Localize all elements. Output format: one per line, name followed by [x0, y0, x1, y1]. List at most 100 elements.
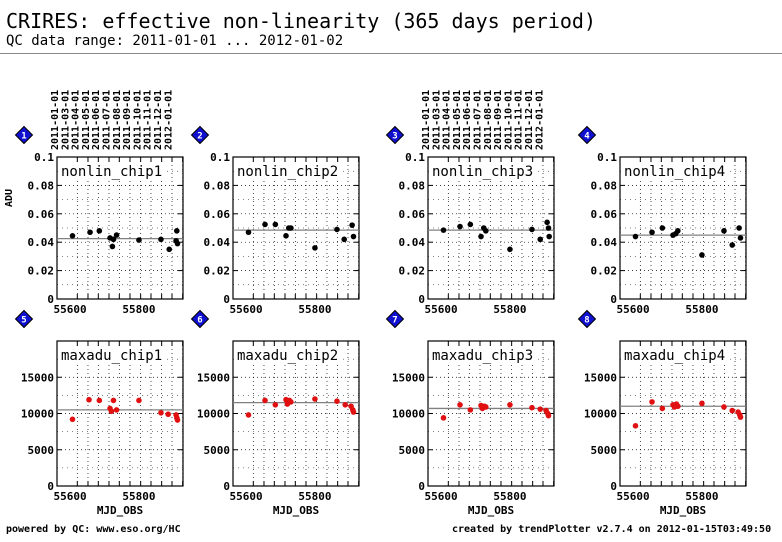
data-point — [478, 234, 484, 240]
y-tick-label: 10000 — [197, 408, 230, 421]
y-tick-label: 0.1 — [210, 151, 230, 164]
data-point — [699, 252, 705, 258]
x-tick-label: 55600 — [54, 303, 87, 316]
chart-panel-nonlin_chip4: 4 0 0.02 0.04 0.06 0.08 0.1 55600 55800 nonlin_ch… — [579, 127, 746, 316]
data-point — [660, 406, 666, 412]
data-point — [334, 398, 340, 404]
x-tick-label: 55600 — [617, 303, 650, 316]
data-point — [457, 224, 463, 230]
panel-badge-number: 6 — [197, 316, 202, 326]
y-tick-label: 0.02 — [204, 265, 231, 278]
chart-panel-maxadu_chip3: 7 0 5000 10000 15000 55600 55800 maxadu_chip3 MJ… — [387, 311, 554, 517]
y-tick-label: 0.04 — [399, 236, 426, 249]
y-tick-label: 0.02 — [591, 265, 618, 278]
data-point — [70, 417, 76, 423]
data-point — [729, 242, 735, 248]
data-point — [546, 234, 552, 240]
date-tick-labels: 2011-01-01 2011-03-01 2011-04-01 2011-05-01… — [50, 90, 174, 150]
x-tick-label: 55800 — [298, 490, 331, 503]
x-tick-label: 55600 — [425, 303, 458, 316]
panel-label: nonlin_chip1 — [61, 164, 162, 180]
data-point — [334, 227, 340, 233]
date-tick-labels: 2011-01-01 2011-03-01 2011-04-01 2011-05-01… — [421, 90, 545, 150]
data-point — [288, 225, 294, 231]
data-point — [529, 405, 535, 411]
data-point — [633, 234, 639, 240]
x-tick-label: 55800 — [122, 303, 155, 316]
data-point — [483, 228, 489, 234]
data-point — [109, 409, 115, 415]
panel-label: nonlin_chip2 — [237, 164, 338, 180]
data-point — [483, 404, 489, 410]
data-point — [288, 399, 294, 405]
data-point — [633, 423, 639, 429]
x-tick-label: 55600 — [230, 303, 263, 316]
x-tick-label: 55800 — [493, 490, 526, 503]
data-point — [341, 237, 347, 243]
data-point — [114, 407, 120, 413]
y-tick-label: 0.08 — [28, 179, 55, 192]
panel-badge-number: 7 — [392, 316, 397, 326]
data-point — [529, 227, 535, 233]
y-tick-label: 0.1 — [405, 151, 425, 164]
y-tick-label: 10000 — [21, 408, 54, 421]
chart-panel-nonlin_chip1: 1 0 0.02 0.04 0.06 0.08 0.1 55600 55800 nonlin_ch… — [4, 127, 183, 316]
chart-panel-maxadu_chip2: 605000100001500055600 55800maxadu_chip2MJ… — [192, 311, 359, 517]
panel-label: maxadu_chip1 — [61, 348, 162, 364]
panel-label: nonlin_chip3 — [432, 164, 533, 180]
data-point — [175, 417, 181, 423]
data-point — [537, 237, 543, 243]
y-tick-label: 10000 — [584, 408, 617, 421]
y-tick-label: 0.1 — [34, 151, 54, 164]
data-point — [738, 235, 744, 241]
data-point — [441, 415, 447, 421]
y-axis-label: ADU — [4, 189, 15, 207]
data-point — [351, 409, 357, 415]
x-tick-label: 55800 — [685, 303, 718, 316]
data-point — [262, 222, 268, 228]
data-point — [175, 241, 181, 247]
data-point — [174, 228, 180, 234]
data-point — [342, 402, 348, 408]
data-point — [273, 222, 279, 228]
data-point — [507, 402, 513, 408]
y-tick-label: 15000 — [197, 371, 230, 384]
panel-badge-number: 8 — [584, 316, 589, 326]
panel-label: maxadu_chip2 — [237, 348, 338, 364]
chart-panel-maxadu_chip1: 5 0 5000 10000 15000 55600 55800 maxadu_chip1 MJ… — [16, 311, 183, 517]
data-point — [507, 247, 513, 253]
data-point — [721, 228, 727, 234]
chart-panel-nonlin_chip2: 200.020.040.060.080.155600 55800nonlin_ch… — [192, 127, 359, 316]
y-tick-label: 0.1 — [597, 151, 617, 164]
panel-label: maxadu_chip4 — [624, 348, 725, 364]
data-point — [649, 399, 655, 405]
data-point — [97, 398, 103, 404]
x-tick-label: 55600 — [54, 490, 87, 503]
data-point — [246, 229, 252, 235]
data-point — [111, 398, 117, 404]
data-point — [283, 233, 289, 239]
data-point — [114, 232, 120, 238]
y-tick-label: 0.02 — [28, 265, 55, 278]
y-tick-label: 0.04 — [591, 236, 618, 249]
panel-badge-number: 3 — [392, 132, 397, 142]
data-point — [736, 225, 742, 231]
y-tick-label: 5000 — [591, 444, 618, 457]
panel-badge-number: 2 — [197, 132, 202, 142]
y-tick-label: 0.08 — [591, 179, 618, 192]
x-tick-label: 55600 — [425, 490, 458, 503]
data-point — [136, 398, 142, 404]
panel-badge-number: 1 — [21, 132, 26, 142]
y-tick-label: 0.08 — [399, 179, 426, 192]
chart-panel-maxadu_chip4: 8 0 5000 10000 15000 55600 55800 maxadu_chip4 MJ… — [579, 311, 746, 517]
data-point — [273, 402, 279, 408]
data-point — [544, 220, 550, 226]
panel-badge-number: 5 — [21, 316, 26, 326]
data-point — [546, 225, 552, 231]
y-tick-label: 15000 — [21, 371, 54, 384]
x-tick-label: 55800 — [685, 490, 718, 503]
x-tick-label: 55800 — [493, 303, 526, 316]
data-point — [262, 398, 268, 404]
footer-powered-by: powered by QC: www.eso.org/HC — [6, 524, 181, 535]
data-point — [351, 234, 357, 240]
